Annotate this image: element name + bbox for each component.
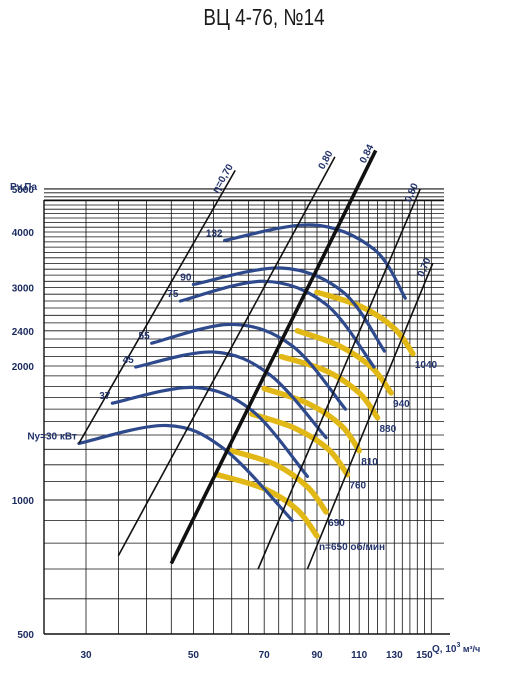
- power-label: 75: [167, 289, 179, 300]
- power-curve: [223, 223, 407, 300]
- speed-curve: [314, 289, 416, 357]
- y-tick-label: 4000: [12, 228, 35, 239]
- power-label: 55: [139, 331, 151, 342]
- x-tick-label: 110: [351, 650, 368, 661]
- power-label: 132: [206, 228, 223, 239]
- y-tick-label: 2000: [12, 362, 35, 373]
- power-curve: [150, 322, 347, 411]
- efficiency-line: [117, 156, 336, 556]
- y-tick-label: 3000: [12, 284, 35, 295]
- x-tick-label: 50: [188, 650, 200, 661]
- speed-curve: [228, 448, 329, 515]
- power-label: Ny=30 кВт: [27, 431, 77, 442]
- efficiency-line: [78, 170, 236, 444]
- speed-curve: [214, 471, 320, 539]
- power-label: 37: [99, 391, 111, 402]
- power-curves: [77, 223, 407, 522]
- power-curve: [134, 350, 328, 440]
- power-label: 45: [123, 355, 135, 366]
- efficiency-lines: [78, 149, 434, 570]
- power-curve: [110, 385, 309, 478]
- speed-label: 690: [328, 518, 345, 529]
- speed-curve: [278, 353, 381, 421]
- speed-label: 760: [349, 481, 366, 492]
- efficiency-line: [306, 263, 434, 570]
- x-tick-label: 130: [386, 650, 403, 661]
- x-tick-label: 150: [416, 650, 433, 661]
- speed-curve: [261, 385, 362, 454]
- y-tick-label: 2400: [12, 327, 35, 338]
- efficiency-line: [257, 188, 421, 570]
- speed-label: 880: [379, 424, 396, 435]
- x-axis-title: Q, 103 м³/ч: [432, 642, 480, 655]
- power-curve: [191, 266, 386, 353]
- power-curve: [178, 279, 376, 369]
- y-tick-label: 5000: [12, 185, 35, 196]
- speed-label: n=650 об/мин: [319, 541, 385, 553]
- speed-label: 1040: [415, 360, 438, 371]
- x-tick-label: 30: [80, 650, 92, 661]
- efficiency-line: [169, 149, 378, 565]
- y-tick-label: 500: [17, 630, 34, 641]
- x-tick-label: 90: [311, 650, 323, 661]
- power-curve: [77, 423, 294, 522]
- x-tick-label: 70: [259, 650, 271, 661]
- power-label: 90: [180, 272, 192, 283]
- speed-label: 810: [361, 457, 378, 468]
- y-axis-title: Pv,Па: [10, 182, 37, 193]
- speed-label: 940: [393, 399, 410, 410]
- chart-title: ВЦ 4-76, №14: [203, 4, 325, 30]
- y-tick-label: 1000: [12, 496, 35, 507]
